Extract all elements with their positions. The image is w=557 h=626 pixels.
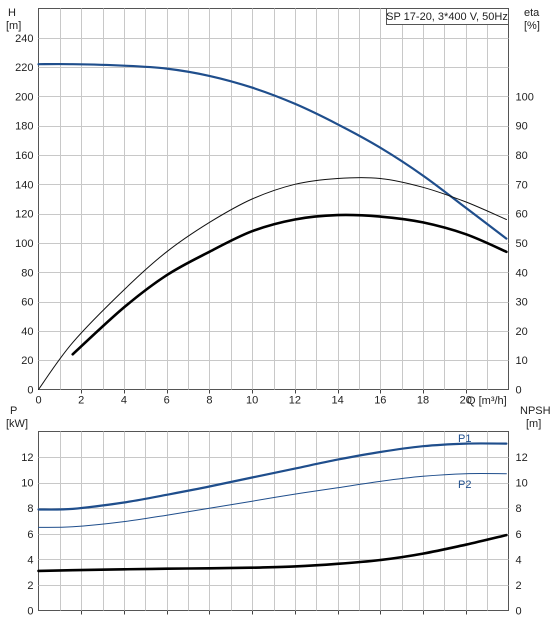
left-y-tick-label: 12 (21, 452, 33, 464)
right-y-tick-label: 6 (516, 529, 522, 541)
npsh-axis-label: NPSH (520, 405, 551, 417)
left-y-tick-label: 2 (27, 580, 33, 592)
right-y-tick-label: 2 (516, 580, 522, 592)
left-y-tick-label: 0 (27, 385, 33, 397)
x-tick-label: 12 (289, 395, 301, 407)
right-y-tick-label: 50 (516, 238, 528, 250)
x-tick-label: 10 (246, 395, 258, 407)
left-y-tick-label: 80 (21, 267, 33, 279)
x-tick-label: 20 (460, 395, 472, 407)
x-tick-label: 2 (78, 395, 84, 407)
tick-labels: 0 2 4 6 8 10 12 14 16 18 2002040608010012014016018… (15, 33, 534, 618)
left-y-tick-label: 120 (15, 209, 33, 221)
left-y-tick-label: 8 (27, 503, 33, 515)
p-axis-label: P (10, 405, 17, 417)
panel-0-series-2-line (71, 213, 508, 356)
right-y-tick-label: 60 (516, 209, 528, 221)
x-tick-label: 4 (121, 395, 127, 407)
left-y-tick-label: 240 (15, 33, 33, 45)
panel-1-series-1-line (38, 473, 507, 528)
left-y-tick-label: 40 (21, 326, 33, 338)
top-plot-frame (38, 8, 509, 390)
right-y-tick-label: 20 (516, 326, 528, 338)
chart-title: SP 17-20, 3*400 V, 50Hz (386, 11, 508, 23)
series-lines (37, 62, 508, 573)
eta-axis-label: eta (524, 7, 540, 19)
q-axis-label: Q [m³/h] (467, 395, 507, 407)
x-tick-label: 16 (374, 395, 386, 407)
panel-1-series-0-line (37, 442, 508, 511)
right-y-tick-label: 90 (516, 121, 528, 133)
right-y-tick-label: 70 (516, 179, 528, 191)
bottom-plot-frame (38, 431, 509, 611)
left-y-tick-label: 180 (15, 121, 33, 133)
panel-0-series-0-line (37, 62, 508, 240)
eta-unit-label: [%] (524, 20, 540, 32)
right-y-tick-label: 0 (516, 385, 522, 397)
left-y-tick-label: 200 (15, 91, 33, 103)
x-tick-label: 8 (206, 395, 212, 407)
left-y-tick-label: 4 (27, 554, 33, 566)
left-y-tick-label: 160 (15, 150, 33, 162)
p-unit-label: [kW] (6, 418, 28, 430)
npsh-unit-label: [m] (526, 418, 541, 430)
h-unit-label: [m] (6, 20, 21, 32)
p2-series-label: P2 (458, 479, 471, 491)
left-y-tick-label: 140 (15, 179, 33, 191)
x-tick-label: 18 (417, 395, 429, 407)
panel-0-series-1-line (38, 177, 507, 390)
right-y-tick-label: 100 (516, 91, 534, 103)
left-y-tick-label: 60 (21, 297, 33, 309)
left-y-tick-label: 0 (27, 606, 33, 618)
left-y-tick-label: 10 (21, 478, 33, 490)
left-y-tick-label: 20 (21, 355, 33, 367)
grid-lines (38, 8, 509, 611)
right-y-tick-label: 30 (516, 297, 528, 309)
left-y-tick-label: 6 (27, 529, 33, 541)
x-tick-label: 14 (331, 395, 343, 407)
right-y-tick-label: 12 (516, 452, 528, 464)
right-y-tick-label: 80 (516, 150, 528, 162)
title-box (386, 8, 509, 25)
right-y-tick-label: 8 (516, 503, 522, 515)
right-y-tick-label: 10 (516, 355, 528, 367)
h-axis-label: H (8, 7, 16, 19)
right-y-tick-label: 4 (516, 554, 522, 566)
left-y-tick-label: 100 (15, 238, 33, 250)
right-y-tick-label: 40 (516, 267, 528, 279)
x-tick-label: 0 (35, 395, 41, 407)
right-y-tick-label: 0 (516, 606, 522, 618)
x-tick-label: 6 (164, 395, 170, 407)
left-y-tick-label: 220 (15, 62, 33, 74)
panel-1-series-2-line (37, 533, 508, 573)
right-y-tick-label: 10 (516, 478, 528, 490)
p1-series-label: P1 (458, 433, 471, 445)
